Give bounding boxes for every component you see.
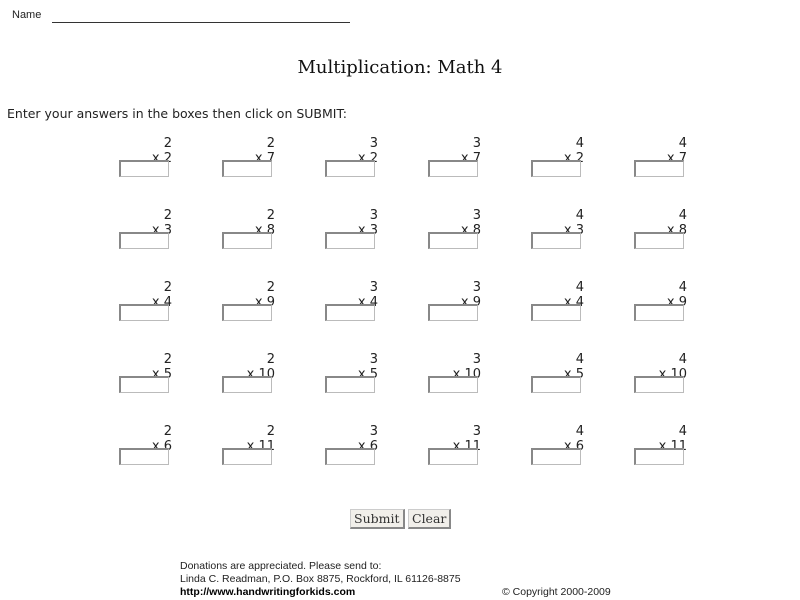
answer-input[interactable]: [428, 448, 478, 465]
multiplicand: 4: [575, 280, 584, 295]
answer-input[interactable]: [222, 448, 272, 465]
multiplicand: 3: [472, 352, 481, 367]
multiplicand: 4: [678, 136, 687, 151]
footer-donations: Donations are appreciated. Please send t…: [180, 560, 382, 572]
multiplicand: 3: [369, 208, 378, 223]
multiplicand: 2: [163, 208, 172, 223]
footer-url-link[interactable]: http://www.handwritingforkids.com: [180, 586, 356, 598]
answer-input[interactable]: [531, 304, 581, 321]
multiplicand: 3: [472, 208, 481, 223]
answer-input[interactable]: [634, 232, 684, 249]
answer-input[interactable]: [325, 304, 375, 321]
answer-input[interactable]: [222, 160, 272, 177]
multiplicand: 3: [472, 280, 481, 295]
answer-input[interactable]: [428, 376, 478, 393]
multiplicand: 2: [266, 424, 275, 439]
multiplicand: 2: [163, 352, 172, 367]
answer-input[interactable]: [119, 376, 169, 393]
answer-input[interactable]: [634, 448, 684, 465]
multiplicand: 4: [678, 208, 687, 223]
multiplicand: 4: [678, 424, 687, 439]
multiplicand: 2: [266, 208, 275, 223]
multiplicand: 2: [266, 352, 275, 367]
answer-input[interactable]: [634, 160, 684, 177]
submit-button[interactable]: Submit: [350, 509, 405, 529]
name-line: [52, 22, 350, 23]
answer-input[interactable]: [119, 160, 169, 177]
multiplicand: 3: [369, 280, 378, 295]
answer-input[interactable]: [325, 376, 375, 393]
answer-input[interactable]: [531, 448, 581, 465]
answer-input[interactable]: [634, 304, 684, 321]
multiplicand: 4: [575, 352, 584, 367]
answer-input[interactable]: [428, 232, 478, 249]
answer-input[interactable]: [222, 376, 272, 393]
multiplicand: 4: [678, 352, 687, 367]
answer-input[interactable]: [531, 376, 581, 393]
multiplicand: 2: [266, 280, 275, 295]
answer-input[interactable]: [325, 232, 375, 249]
copyright: © Copyright 2000-2009: [502, 586, 611, 598]
answer-input[interactable]: [531, 160, 581, 177]
multiplicand: 2: [266, 136, 275, 151]
answer-input[interactable]: [119, 448, 169, 465]
answer-input[interactable]: [222, 304, 272, 321]
answer-input[interactable]: [325, 448, 375, 465]
multiplicand: 2: [163, 280, 172, 295]
multiplicand: 4: [575, 208, 584, 223]
clear-button[interactable]: Clear: [408, 509, 452, 529]
multiplicand: 3: [369, 352, 378, 367]
answer-input[interactable]: [222, 232, 272, 249]
footer: Donations are appreciated. Please send t…: [180, 560, 461, 599]
answer-input[interactable]: [634, 376, 684, 393]
multiplicand: 3: [369, 424, 378, 439]
answer-input[interactable]: [325, 160, 375, 177]
multiplicand: 4: [575, 136, 584, 151]
name-label: Name: [12, 9, 42, 21]
multiplicand: 3: [369, 136, 378, 151]
multiplicand: 3: [472, 136, 481, 151]
multiplicand: 3: [472, 424, 481, 439]
answer-input[interactable]: [428, 304, 478, 321]
multiplicand: 4: [678, 280, 687, 295]
multiplicand: 2: [163, 424, 172, 439]
answer-input[interactable]: [119, 304, 169, 321]
answer-input[interactable]: [531, 232, 581, 249]
answer-input[interactable]: [428, 160, 478, 177]
page-title: Multiplication: Math 4: [297, 57, 503, 78]
instructions: Enter your answers in the boxes then cli…: [7, 106, 347, 121]
answer-input[interactable]: [119, 232, 169, 249]
multiplicand: 4: [575, 424, 584, 439]
footer-address: Linda C. Readman, P.O. Box 8875, Rockfor…: [180, 573, 461, 585]
multiplicand: 2: [163, 136, 172, 151]
